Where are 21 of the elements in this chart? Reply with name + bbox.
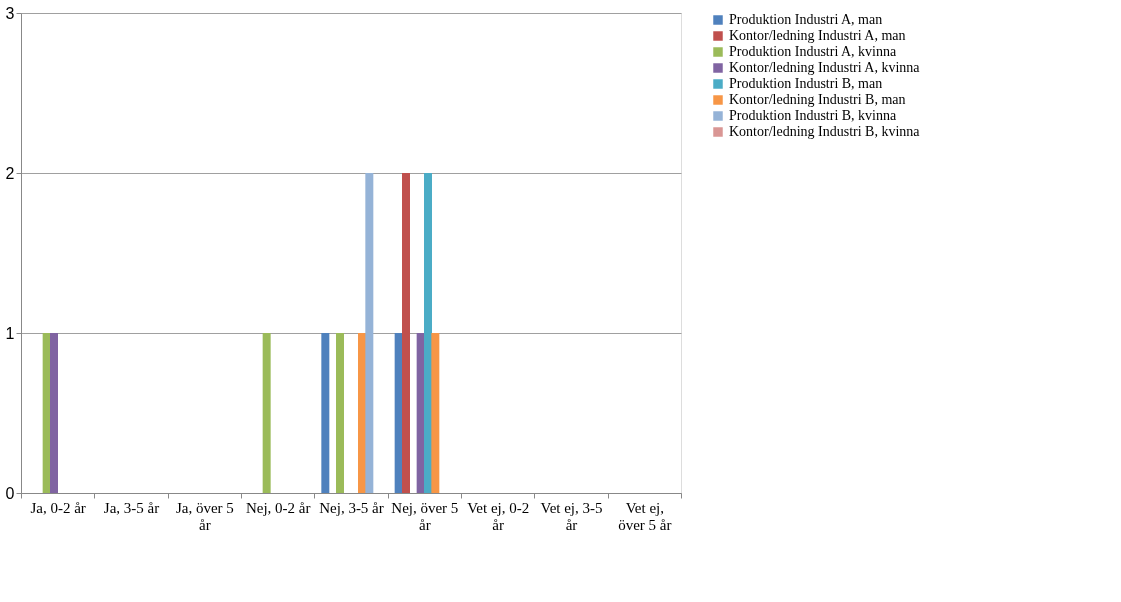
x-tick-label: Nej, över 5 år [391,499,459,533]
y-tick-label: 3 [5,4,15,22]
legend-label: Produktion Industri A, man [729,12,883,27]
x-tick-label: Vet ej, 0-2 år [467,499,530,533]
legend-label: Kontor/ledning Industri B, kvinna [729,124,921,139]
legend-label: Produktion Industri B, man [729,76,883,91]
x-tick-label: Nej, 3-5 år [319,499,384,516]
legend-label: Kontor/ledning Industri A, man [729,28,906,43]
legend-label: Produktion Industri B, kvinna [729,108,898,123]
x-tick-label: Nej, 0-2 år [245,499,311,516]
x-tick-label: Vet ej, över 5 år [618,499,672,533]
x-tick-label: Ja, över 5 år [175,499,234,533]
x-tick-label: Ja, 0-2 år [30,499,86,516]
y-tick-label: 2 [5,164,15,182]
x-tick-label: Ja, 3-5 år [103,499,160,516]
legend-label: Kontor/ledning Industri B, man [729,92,906,107]
legend-label: Produktion Industri A, kvinna [729,44,898,59]
legend-label: Kontor/ledning Industri A, kvinna [729,60,921,75]
x-tick-label: Vet ej, 3-5 år [540,499,603,533]
y-tick-label: 0 [5,484,15,502]
y-tick-label: 1 [5,324,15,342]
